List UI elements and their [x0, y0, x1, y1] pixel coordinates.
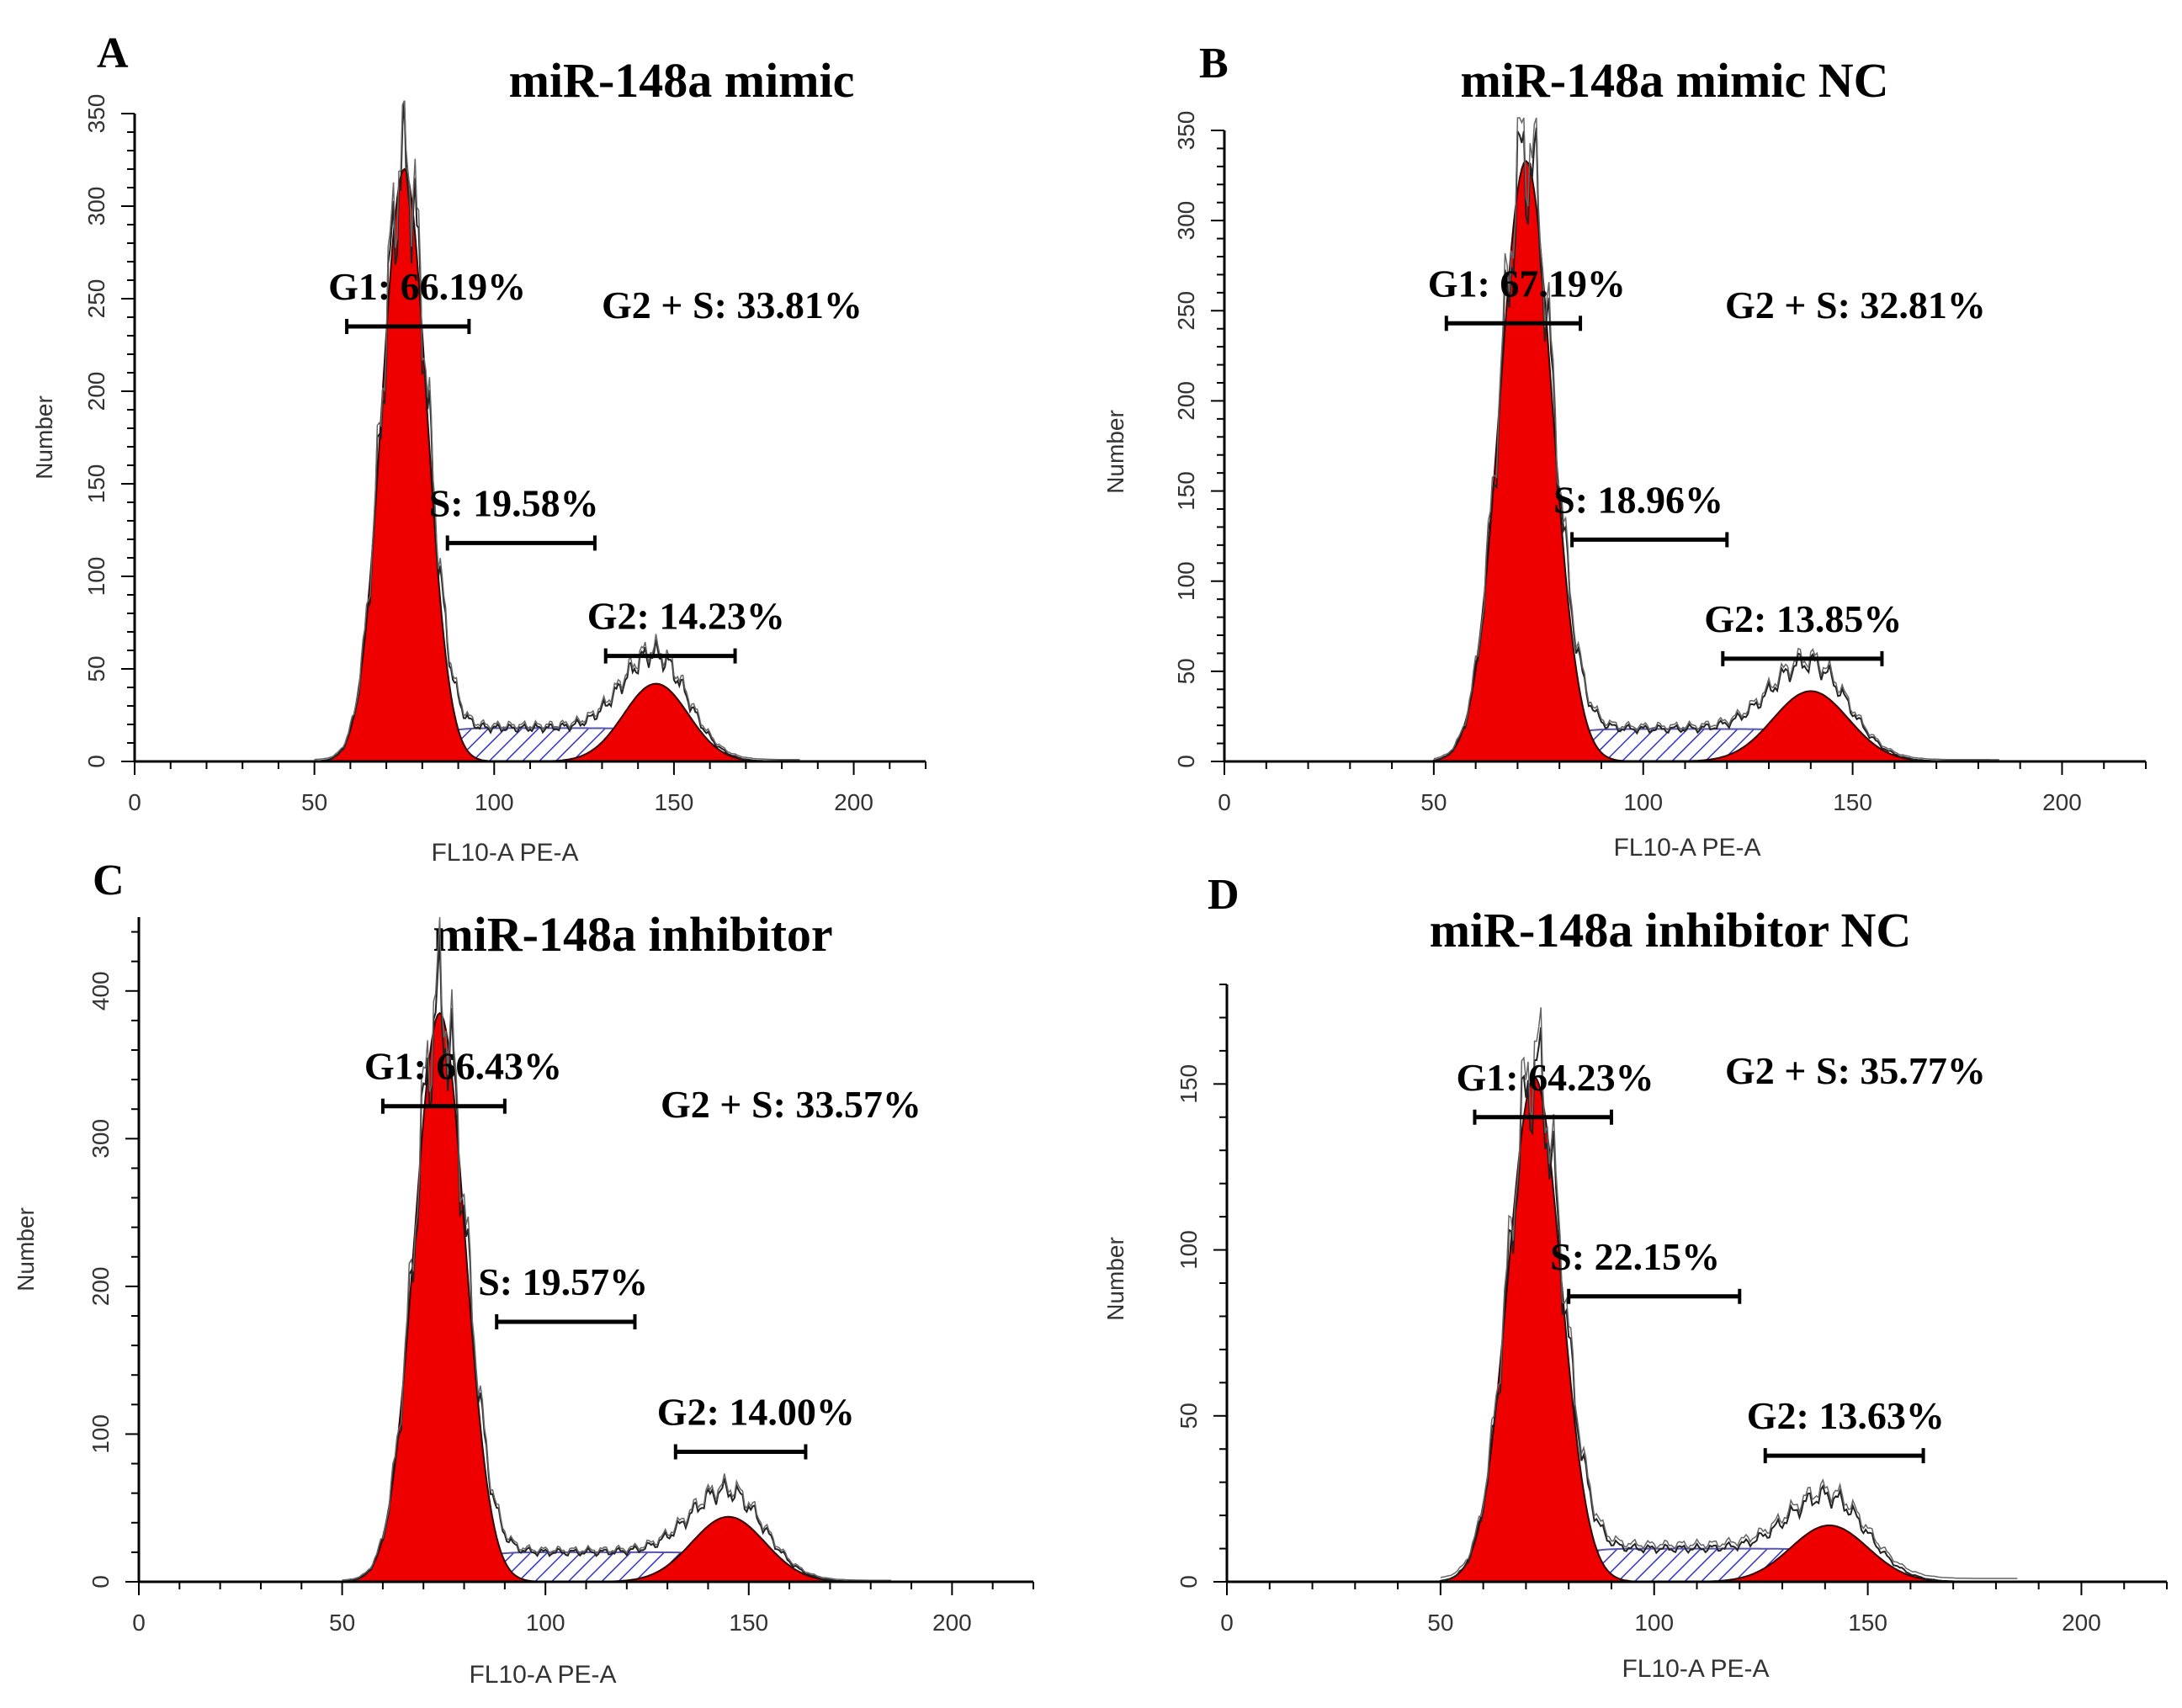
panel-d-g1-label: G1: 64.23% [1456, 1056, 1654, 1099]
panel-d-s-label: S: 22.15% [1550, 1235, 1720, 1278]
panel-c-g2-label: G2: 14.00% [657, 1391, 855, 1434]
panel-d-ylabel: Number [1102, 1237, 1128, 1321]
panel-d-x-tick-label: 50 [1427, 1610, 1453, 1636]
panel-c-y-tick-label: 300 [88, 1119, 114, 1159]
panel-d-y-tick-label: 0 [1176, 1575, 1202, 1589]
panel-b-x-tick-label: 50 [1420, 789, 1447, 815]
panel-c-annotation: G2 + S: 33.57% [661, 1083, 921, 1126]
panel-c-histogram-line-2 [342, 917, 891, 1581]
panel-b-xlabel: FL10-A PE-A [1613, 834, 1760, 862]
panel-b-y-tick-label: 100 [1173, 561, 1199, 601]
panel-a-g2-label: G2: 14.23% [587, 595, 785, 638]
panel-a-y-tick-label: 350 [83, 94, 109, 134]
panel-b-y-tick-label: 50 [1173, 658, 1199, 684]
panel-d-xlabel: FL10-A PE-A [1622, 1655, 1769, 1683]
panel-b-g2-label: G2: 13.85% [1704, 597, 1902, 640]
panel-d: D miR-148a inhibitor NC 0 50 100 150 200 0 50 1… [1102, 871, 2168, 1683]
panel-c-y-tick-label: 0 [88, 1575, 114, 1589]
panel-b-g1-peak [1432, 160, 1643, 762]
panel-a-histogram-line-2 [314, 100, 800, 761]
panel-b-s-label: S: 18.96% [1553, 478, 1723, 521]
panel-c-x-tick-label: 0 [132, 1610, 146, 1636]
panel-a-y-tick-label: 150 [83, 464, 109, 504]
panel-c-s-label: S: 19.57% [478, 1260, 648, 1303]
panel-b-y-tick-label: 350 [1173, 111, 1199, 151]
panel-b-letter: B [1199, 40, 1229, 88]
panel-c-title: miR-148a inhibitor [433, 907, 832, 962]
panel-b-y-tick-label: 300 [1173, 201, 1199, 241]
panel-c-x-tick-label: 200 [932, 1610, 972, 1636]
panel-b-x-tick-label: 200 [2042, 789, 2082, 815]
panel-a-y-tick-label: 0 [83, 755, 109, 768]
panel-c-x-tick-label: 50 [329, 1610, 355, 1636]
panel-c-y-tick-label: 400 [88, 971, 114, 1010]
panel-b-ylabel: Number [1102, 410, 1128, 494]
panel-b: B miR-148a mimic NC 0 50 100 150 200 0 50 100 15… [1102, 40, 2147, 862]
panel-a-g1-label: G1: 66.19% [328, 265, 526, 308]
panel-d-plot: 0 50 100 150 200 0 50 100 150 G1: 64.23% S: 22.15%… [1176, 984, 2168, 1636]
panel-c-xlabel: FL10-A PE-A [469, 1661, 616, 1689]
panel-a-ylabel: Number [31, 395, 57, 480]
panel-d-histogram-line-2 [1440, 1007, 2018, 1579]
panel-a-plot: 0 50 100 150 200 0 50 100 150 200 250 300 350 G1: 66.… [83, 94, 926, 815]
panel-d-g2-label: G2: 13.63% [1747, 1394, 1945, 1437]
panel-a-y-tick-label: 300 [83, 187, 109, 226]
panel-d-x-tick-label: 0 [1220, 1610, 1234, 1636]
panel-a-x-tick-label: 100 [475, 789, 514, 815]
panel-c: C miR-148a inhibitor 0 50 100 150 200 0 100 200… [13, 857, 1034, 1689]
panel-d-y-tick-label: 100 [1176, 1230, 1202, 1270]
panel-a-x-tick-label: 50 [301, 789, 327, 815]
panel-a-g1-peak [313, 167, 496, 762]
panel-b-x-tick-label: 100 [1623, 789, 1663, 815]
panel-a-annotation: G2 + S: 33.81% [602, 284, 863, 326]
panel-c-y-tick-label: 100 [88, 1414, 114, 1454]
panel-c-x-tick-label: 100 [526, 1610, 565, 1636]
panel-b-plot: 0 50 100 150 200 0 50 100 150 200 250 300 350 G1: 67.… [1173, 111, 2147, 815]
panel-d-y-tick-label: 50 [1176, 1403, 1202, 1429]
panel-a-letter: A [97, 29, 129, 77]
panel-d-annotation: G2 + S: 35.77% [1725, 1049, 1986, 1092]
panel-a-title: miR-148a mimic [509, 53, 855, 108]
panel-d-x-tick-label: 150 [1848, 1610, 1887, 1636]
panel-c-y-tick-label: 200 [88, 1267, 114, 1307]
panel-a-histogram-line [314, 100, 800, 762]
panel-a-x-tick-label: 150 [655, 789, 694, 815]
panel-c-x-tick-label: 150 [729, 1610, 768, 1636]
panel-c-letter: C [93, 857, 125, 904]
panel-b-g1-label: G1: 67.19% [1428, 262, 1626, 305]
panel-d-y-tick-label: 150 [1176, 1064, 1202, 1104]
panel-b-histogram-line-2 [1433, 117, 1999, 761]
panel-d-title: miR-148a inhibitor NC [1430, 903, 1912, 957]
panel-d-histogram-line [1440, 1026, 2018, 1583]
panel-c-g1-label: G1: 66.43% [364, 1045, 562, 1088]
panel-a-x-tick-label: 0 [128, 789, 141, 815]
panel-b-histogram-line [1433, 127, 1999, 762]
panel-b-x-tick-label: 0 [1218, 789, 1231, 815]
panel-c-ylabel: Number [13, 1207, 39, 1292]
panel-a: A miR-148a mimic 0 50 100 150 200 0 50 100 150 20… [31, 29, 926, 867]
panel-a-y-tick-label: 200 [83, 372, 109, 411]
panel-c-plot: 0 50 100 150 200 0 100 200 300 400 G1: 66.43% S: 19… [88, 917, 1034, 1636]
panel-d-x-tick-label: 100 [1634, 1610, 1674, 1636]
panel-a-y-tick-label: 250 [83, 279, 109, 319]
panel-b-annotation: G2 + S: 32.81% [1725, 284, 1986, 326]
panel-a-s-label: S: 19.58% [429, 481, 599, 524]
panel-a-xlabel: FL10-A PE-A [431, 839, 578, 867]
panel-b-y-tick-label: 250 [1173, 291, 1199, 331]
panel-a-y-tick-label: 50 [83, 655, 109, 682]
panel-d-x-tick-label: 200 [2062, 1610, 2101, 1636]
panel-b-y-tick-label: 200 [1173, 381, 1199, 421]
panel-a-y-tick-label: 100 [83, 557, 109, 597]
panel-b-x-tick-label: 150 [1833, 789, 1872, 815]
panel-d-letter: D [1208, 871, 1240, 919]
panel-b-y-tick-label: 0 [1173, 755, 1199, 768]
panel-b-y-tick-label: 150 [1173, 471, 1199, 511]
panel-b-title: miR-148a mimic NC [1460, 53, 1888, 108]
panel-a-x-tick-label: 200 [834, 789, 873, 815]
